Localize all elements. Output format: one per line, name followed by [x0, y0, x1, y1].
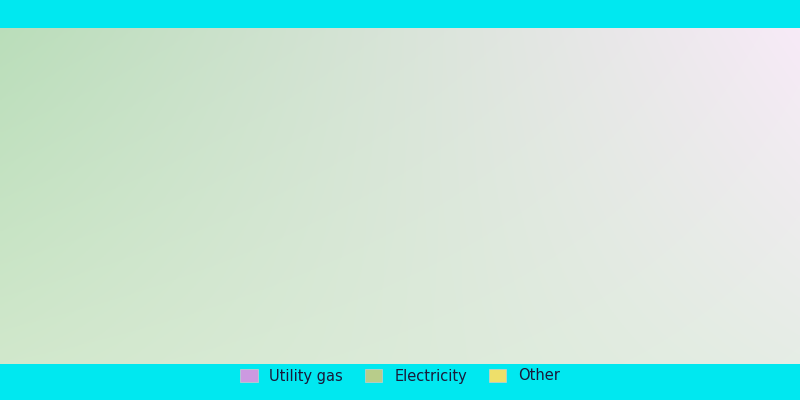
Legend: Utility gas, Electricity, Other: Utility gas, Electricity, Other	[233, 361, 567, 391]
Wedge shape	[460, 121, 546, 204]
Wedge shape	[254, 64, 515, 211]
Wedge shape	[476, 197, 546, 211]
Text: Most commonly used house heating fuel in apartments in Gideon, MO: Most commonly used house heating fuel in…	[31, 32, 769, 51]
Text: City-Data.com: City-Data.com	[552, 38, 626, 48]
